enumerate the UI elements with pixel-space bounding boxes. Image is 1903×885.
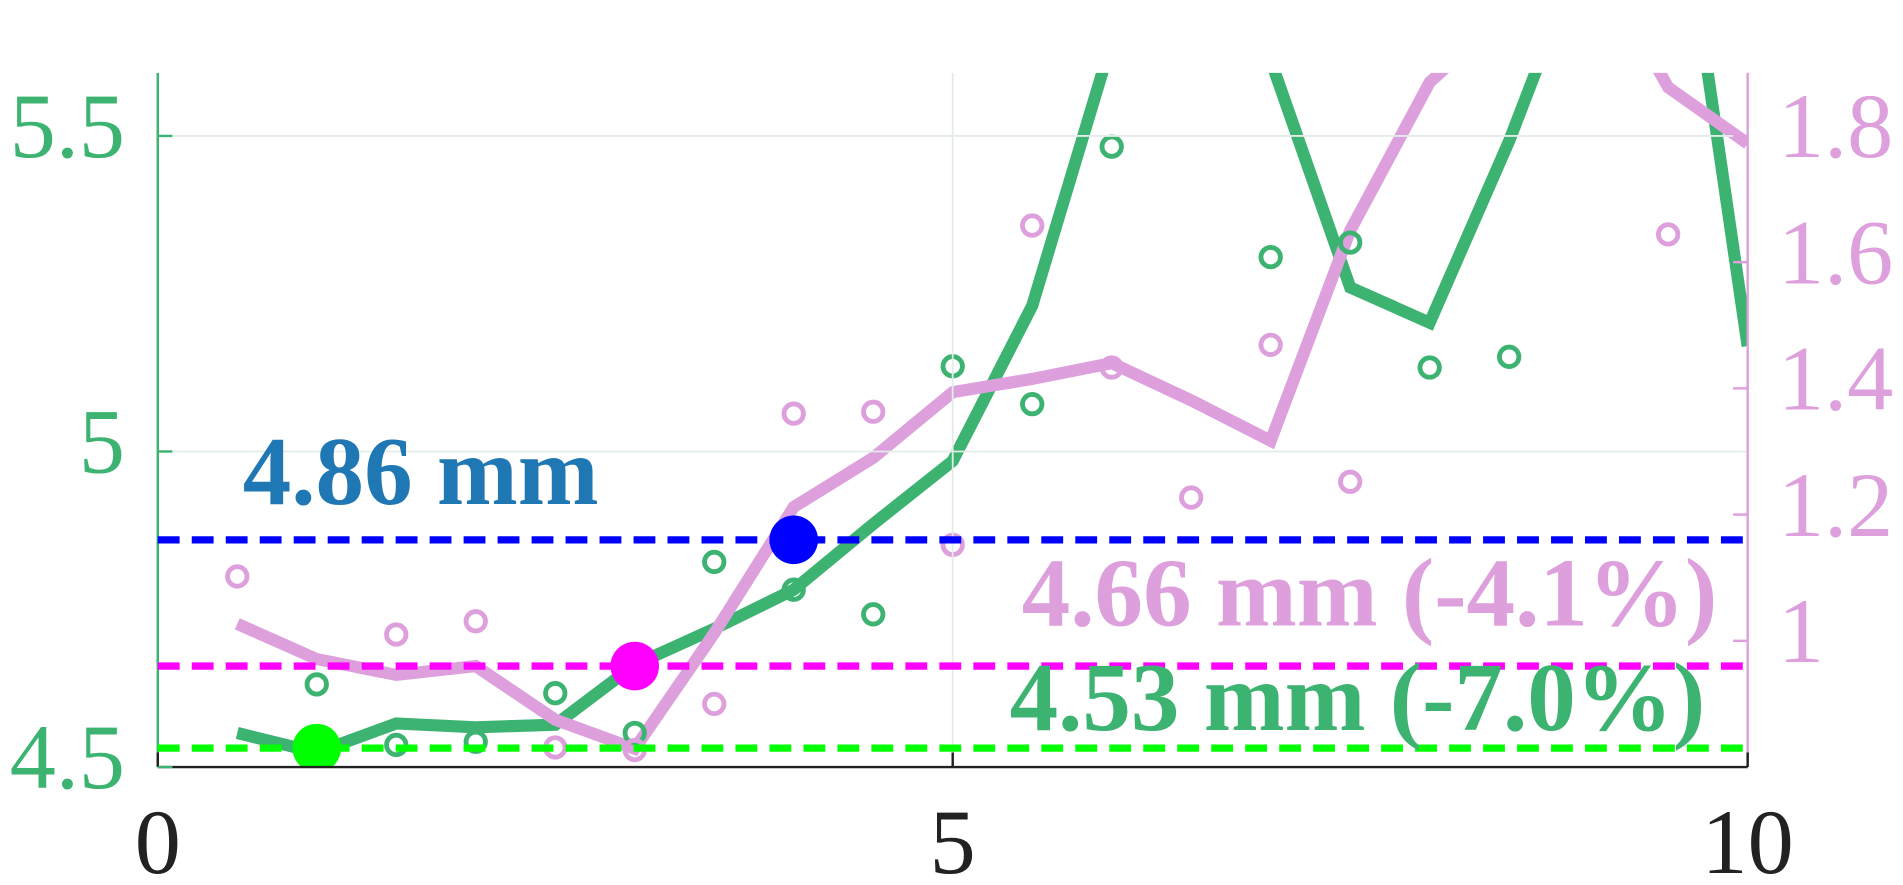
- plot-area: [225, 72, 1748, 768]
- data-point: [1338, 469, 1363, 494]
- data-point: [225, 564, 250, 589]
- data-point: [861, 399, 886, 424]
- y-tick-label: 4.5: [10, 706, 125, 808]
- y-tick-label: 5.5: [10, 75, 125, 177]
- data-point: [1656, 222, 1681, 247]
- y2-tick-label: 1.4: [1778, 328, 1893, 430]
- data-point: [1020, 392, 1045, 417]
- data-point: [1099, 355, 1124, 380]
- y2-tick-label: 1.2: [1778, 454, 1893, 556]
- annotation: 4.86 mm: [243, 418, 599, 526]
- data-point: [304, 672, 329, 697]
- x-tick-label: 0: [135, 791, 181, 885]
- data-point: [1099, 134, 1124, 159]
- data-point: [543, 681, 568, 706]
- data-point: [463, 609, 488, 634]
- data-point: [1497, 344, 1522, 369]
- y-tick-label: 5: [79, 391, 125, 493]
- y2-tick-label: 1.8: [1778, 75, 1893, 177]
- data-point: [1179, 485, 1204, 510]
- y2-tick-label: 1: [1778, 580, 1824, 682]
- highlight-point: [292, 723, 342, 768]
- data-point: [781, 401, 806, 426]
- y2-tick-label: 1.6: [1778, 201, 1893, 303]
- data-point: [861, 602, 886, 627]
- data-point: [702, 691, 727, 717]
- data-point: [384, 622, 409, 647]
- data-point: [1338, 230, 1363, 255]
- data-point: [1258, 244, 1283, 270]
- data-point: [1020, 213, 1045, 238]
- data-line: [234, 72, 1748, 757]
- data-point: [1417, 355, 1442, 380]
- data-point: [781, 577, 806, 602]
- x-tick-label: 5: [930, 791, 976, 885]
- x-tick-label: 10: [1702, 791, 1794, 885]
- annotation: 4.66 mm (-4.1%): [1022, 539, 1718, 647]
- data-point: [702, 549, 727, 575]
- data-point: [1258, 332, 1283, 357]
- annotation: 4.53 mm (-7.0%): [1010, 644, 1706, 752]
- highlight-point: [769, 515, 818, 565]
